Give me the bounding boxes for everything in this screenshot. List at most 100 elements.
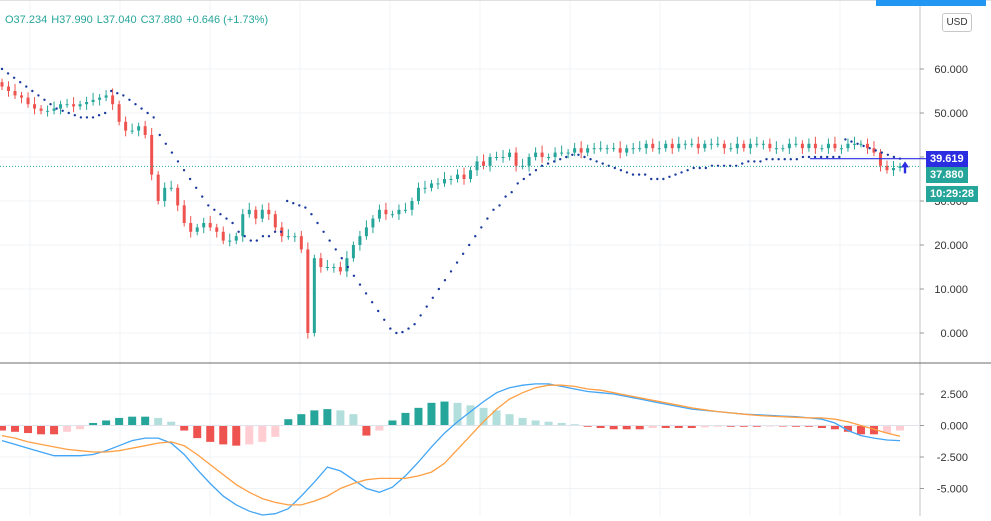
sar-dot [504,195,507,198]
sar-dot [37,94,40,97]
sar-dot [364,292,368,295]
macd-histogram-bar [648,425,657,429]
candle-body [755,143,759,145]
macd-histogram-bar [544,421,553,426]
macd-histogram-bar [557,422,566,426]
candle-body [605,148,609,150]
candle-body [390,214,394,216]
macd-histogram-bar [245,425,254,445]
candle-body [618,148,622,153]
candle-body [208,223,212,228]
candles [0,78,902,339]
candle-body [722,143,726,149]
sar-dot [158,133,161,137]
sar-dot [401,330,404,334]
sar-dot [583,155,586,159]
last-price-label: 37.880 [926,167,968,183]
sar-dot [310,213,313,216]
sar-dot [789,158,792,161]
sar-dot [601,162,604,165]
candle-body [573,148,577,153]
macd-histogram-bar [310,410,319,426]
sar-dot [431,296,434,299]
candle-body [768,143,772,149]
sar-dot [383,318,386,321]
candle-body [898,166,902,168]
candle-body [163,187,167,201]
sar-dot [231,221,234,225]
candle-body [456,174,460,179]
sar-dot [850,140,853,143]
candle-body [651,143,655,149]
macd-histogram-bar [466,405,475,426]
macd-histogram-bar [141,416,150,426]
sar-dot [134,103,137,106]
candle-body [416,187,420,201]
candle-body [560,152,564,154]
sar-dot [182,169,186,172]
sar-dot [25,85,28,88]
sar-dot [103,111,107,115]
candle-body [7,86,11,91]
candle-body [215,227,219,232]
sar-dot [413,323,416,326]
macd-tick-label: -5.000 [937,484,968,496]
sar-dot [461,252,465,255]
macd-tick-label: 2.500 [940,389,968,401]
sar-dot [783,158,786,161]
toolbar-active-tab[interactable] [876,0,986,6]
sar-dot [43,98,46,102]
parabolic-sar [0,67,902,335]
sar-dot [128,98,131,102]
sar-dot [631,173,635,176]
macd-histogram-bar [388,420,397,426]
candle-body [59,104,63,109]
macd-histogram-bar [843,425,852,432]
macd-histogram-bar [128,416,137,426]
macd-histogram-bar [115,417,124,426]
sar-dot [449,270,453,273]
macd-histogram-bar [661,425,670,429]
candle-body [891,168,895,171]
candle-body [189,223,193,232]
candle-body [592,148,596,150]
candle-body [332,267,336,268]
candle-body [482,161,486,166]
macd-histogram [0,401,904,446]
candle-body [761,143,765,145]
sar-price-label: 39.619 [926,151,968,167]
sar-dot [692,166,695,170]
candle-body [449,179,453,180]
price-tick-label: 20.000 [934,240,968,252]
candle-body [312,258,316,333]
candle-body [566,152,570,154]
macd-histogram-bar [401,412,410,426]
macd-histogram-bar [271,425,280,437]
sar-dot [340,257,343,260]
candle-body [865,143,869,149]
macd-histogram-bar [37,425,46,435]
sar-dot [97,114,101,117]
sar-dot [146,111,149,115]
grid-lines [0,0,920,516]
macd-histogram-bar [427,402,436,426]
candle-body [644,143,648,149]
currency-button[interactable]: USD [942,13,972,32]
candle-body [20,95,24,98]
candle-body [859,143,863,145]
sar-dot [225,217,228,220]
sar-dot [492,208,495,211]
macd-histogram-bar [180,425,189,431]
candle-body [774,148,778,150]
macd-histogram-bar [804,425,813,427]
candle-body [403,209,407,211]
ohlc-legend: O37.234 H37.990 L37.040 C37.880 +0.646 (+1.7… [5,14,272,26]
sar-dot [73,114,77,117]
macd-histogram-bar [102,420,111,426]
macd-histogram-bar [63,425,72,432]
sar-dot [589,158,592,161]
sar-dot [55,107,58,110]
macd-histogram-bar [50,425,59,435]
